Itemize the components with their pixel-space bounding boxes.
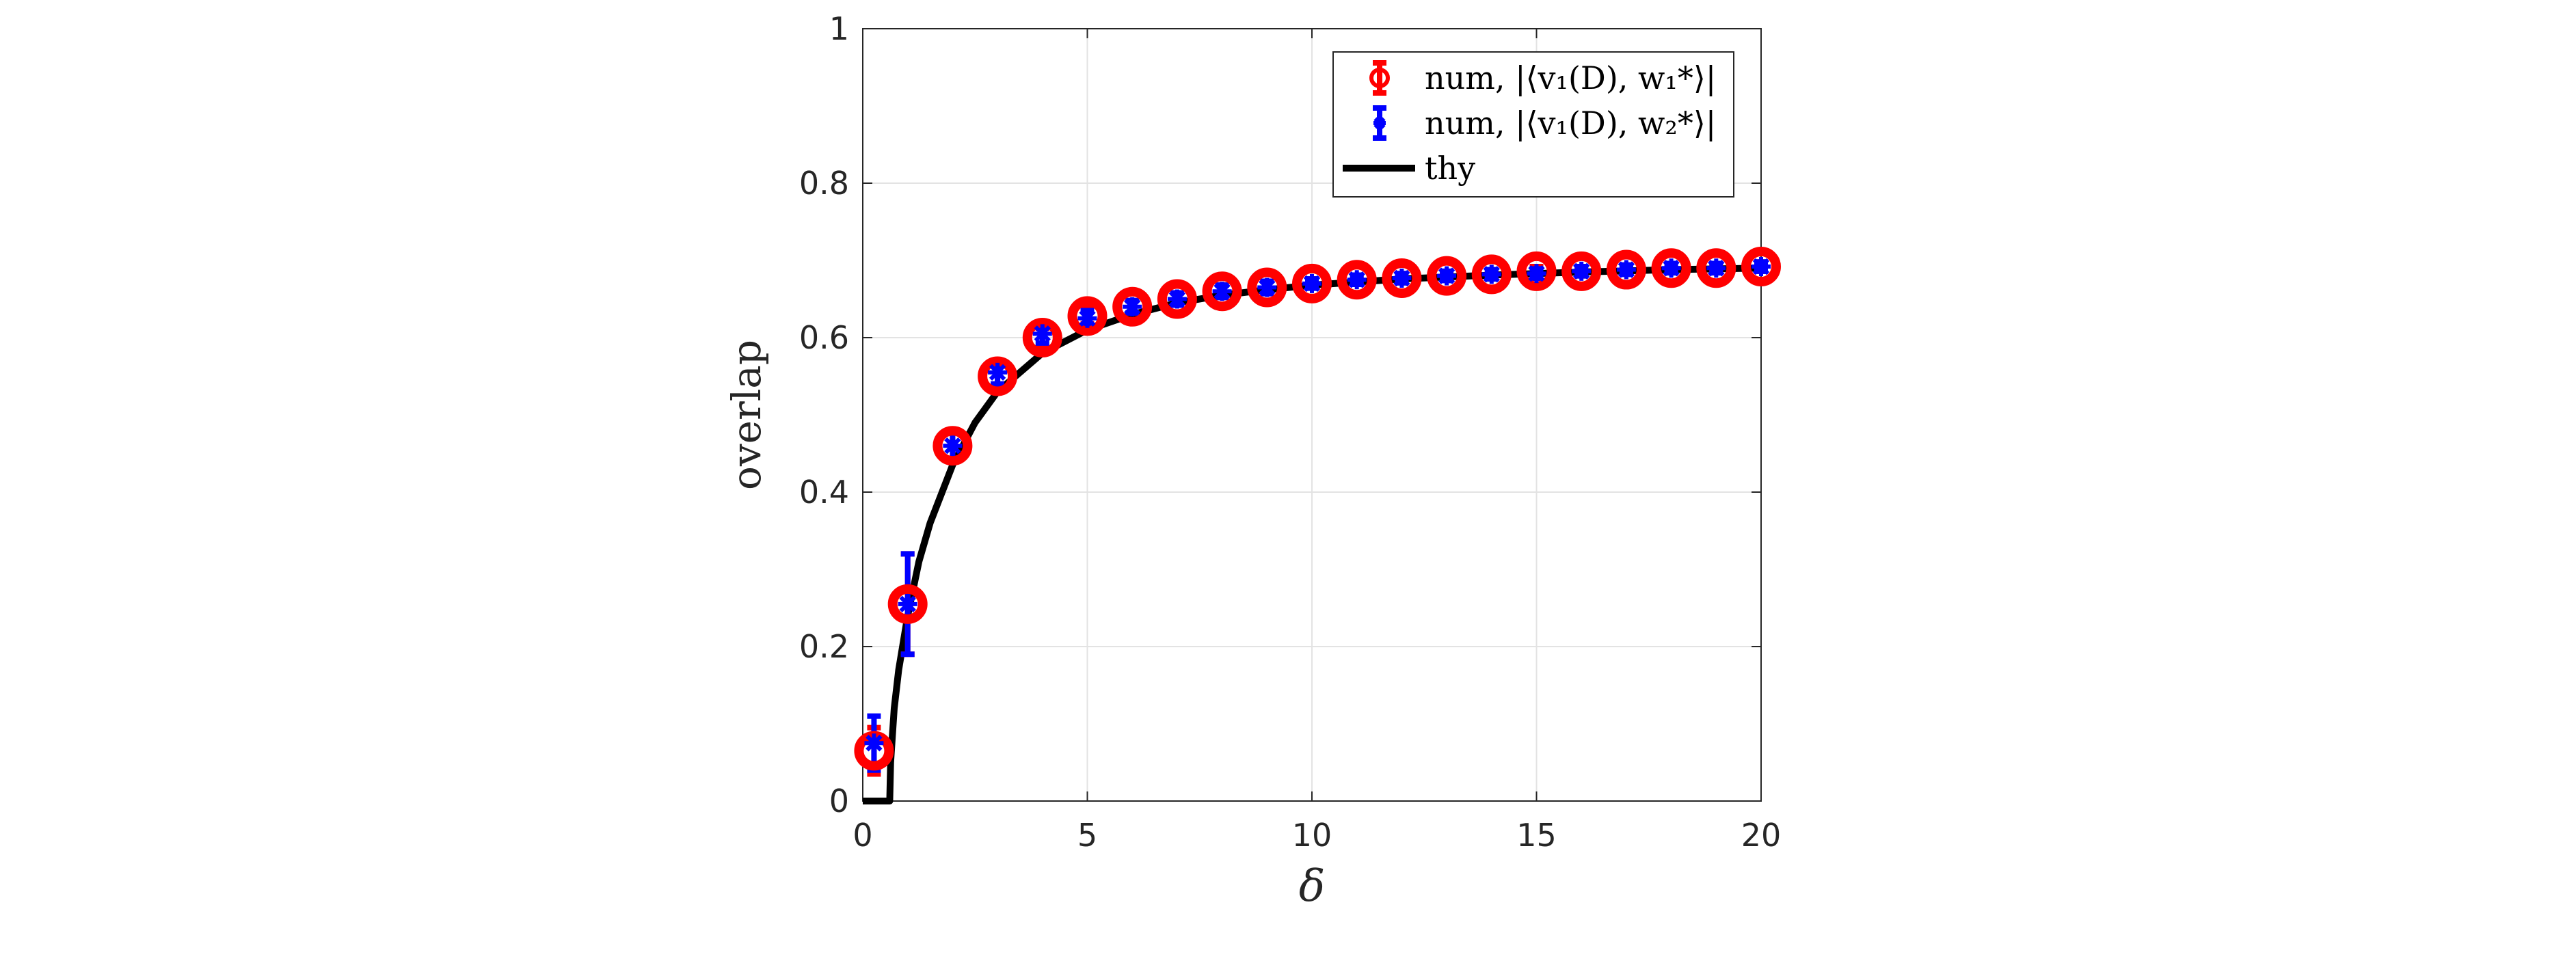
legend-label-num-w1: num, |⟨v₁(D), w₁*⟩| — [1425, 59, 1716, 96]
marker-num-w2 — [1527, 264, 1546, 284]
x-tick-label: 10 — [1292, 817, 1332, 854]
marker-num-w2 — [1347, 270, 1367, 290]
legend-circle-marker — [1369, 68, 1390, 88]
marker-num-w2 — [1661, 258, 1681, 278]
x-tick-label: 5 — [1077, 817, 1097, 854]
marker-num-w2 — [1302, 273, 1321, 293]
marker-num-w1 — [1696, 248, 1736, 288]
y-axis-label: overlap — [723, 340, 770, 490]
marker-num-w1 — [887, 584, 928, 624]
marker-num-w2 — [1123, 297, 1142, 316]
marker-num-w2 — [1392, 268, 1412, 288]
y-tick-label: 0.4 — [799, 474, 849, 511]
marker-num-w1 — [1292, 263, 1332, 303]
marker-num-w2 — [1706, 258, 1726, 278]
y-tick-label: 0.2 — [799, 628, 849, 665]
marker-num-w1 — [1741, 247, 1781, 287]
marker-num-w2 — [1437, 266, 1457, 286]
legend-box — [1332, 51, 1734, 198]
marker-num-w1 — [1471, 254, 1512, 295]
axis-ticks: 0 5 10 15 20 0 0.2 0.4 0.6 0.8 1 — [799, 10, 1781, 854]
y-tick-label: 0 — [829, 783, 849, 819]
y-tick-label: 1 — [829, 10, 849, 47]
x-tick-label: 15 — [1516, 817, 1557, 854]
marker-num-w1 — [1202, 271, 1242, 312]
marker-num-w1 — [1606, 249, 1646, 290]
markers-layer — [854, 247, 1781, 771]
marker-num-w1 — [1337, 260, 1377, 300]
legend-symbol-num-w1 — [1369, 60, 1390, 96]
marker-num-w2 — [1572, 261, 1592, 281]
marker-num-w2 — [898, 594, 917, 614]
marker-num-w1 — [1247, 267, 1287, 308]
marker-num-w1 — [1651, 248, 1691, 288]
marker-num-w1 — [1157, 279, 1197, 319]
marker-num-w1 — [1112, 286, 1153, 327]
legend-label-thy: thy — [1425, 150, 1475, 187]
marker-num-w2 — [943, 436, 963, 456]
marker-num-w2 — [1077, 308, 1097, 328]
marker-num-w1 — [1067, 296, 1108, 336]
marker-num-w1 — [933, 426, 973, 466]
marker-num-w1 — [978, 356, 1018, 396]
marker-num-w1 — [1427, 256, 1467, 296]
x-tick-label: 20 — [1741, 817, 1782, 854]
marker-num-w2 — [1032, 324, 1052, 344]
marker-num-w2 — [864, 733, 884, 753]
marker-num-w2 — [988, 362, 1008, 382]
marker-num-w2 — [1616, 260, 1636, 280]
legend-star-marker — [1373, 117, 1386, 129]
marker-num-w2 — [1167, 289, 1187, 309]
y-tick-label: 0.8 — [799, 165, 849, 202]
marker-num-w2 — [1257, 277, 1277, 297]
x-tick-label: 0 — [853, 817, 872, 854]
marker-num-w1 — [1382, 258, 1422, 298]
marker-num-w1 — [1561, 251, 1602, 291]
marker-num-w1 — [1516, 251, 1557, 291]
marker-num-w2 — [1212, 282, 1232, 301]
y-tick-label: 0.6 — [799, 319, 849, 356]
marker-num-w2 — [1481, 265, 1501, 284]
legend: num, |⟨v₁(D), w₁*⟩| num, |⟨v₁(D), w₂*⟩| … — [1332, 51, 1734, 198]
marker-num-w2 — [1752, 257, 1771, 277]
legend-symbol-num-w2 — [1373, 105, 1386, 141]
marker-num-w1 — [1022, 318, 1062, 357]
x-axis-label: δ — [1299, 861, 1326, 912]
legend-label-num-w2: num, |⟨v₁(D), w₂*⟩| — [1425, 105, 1716, 141]
